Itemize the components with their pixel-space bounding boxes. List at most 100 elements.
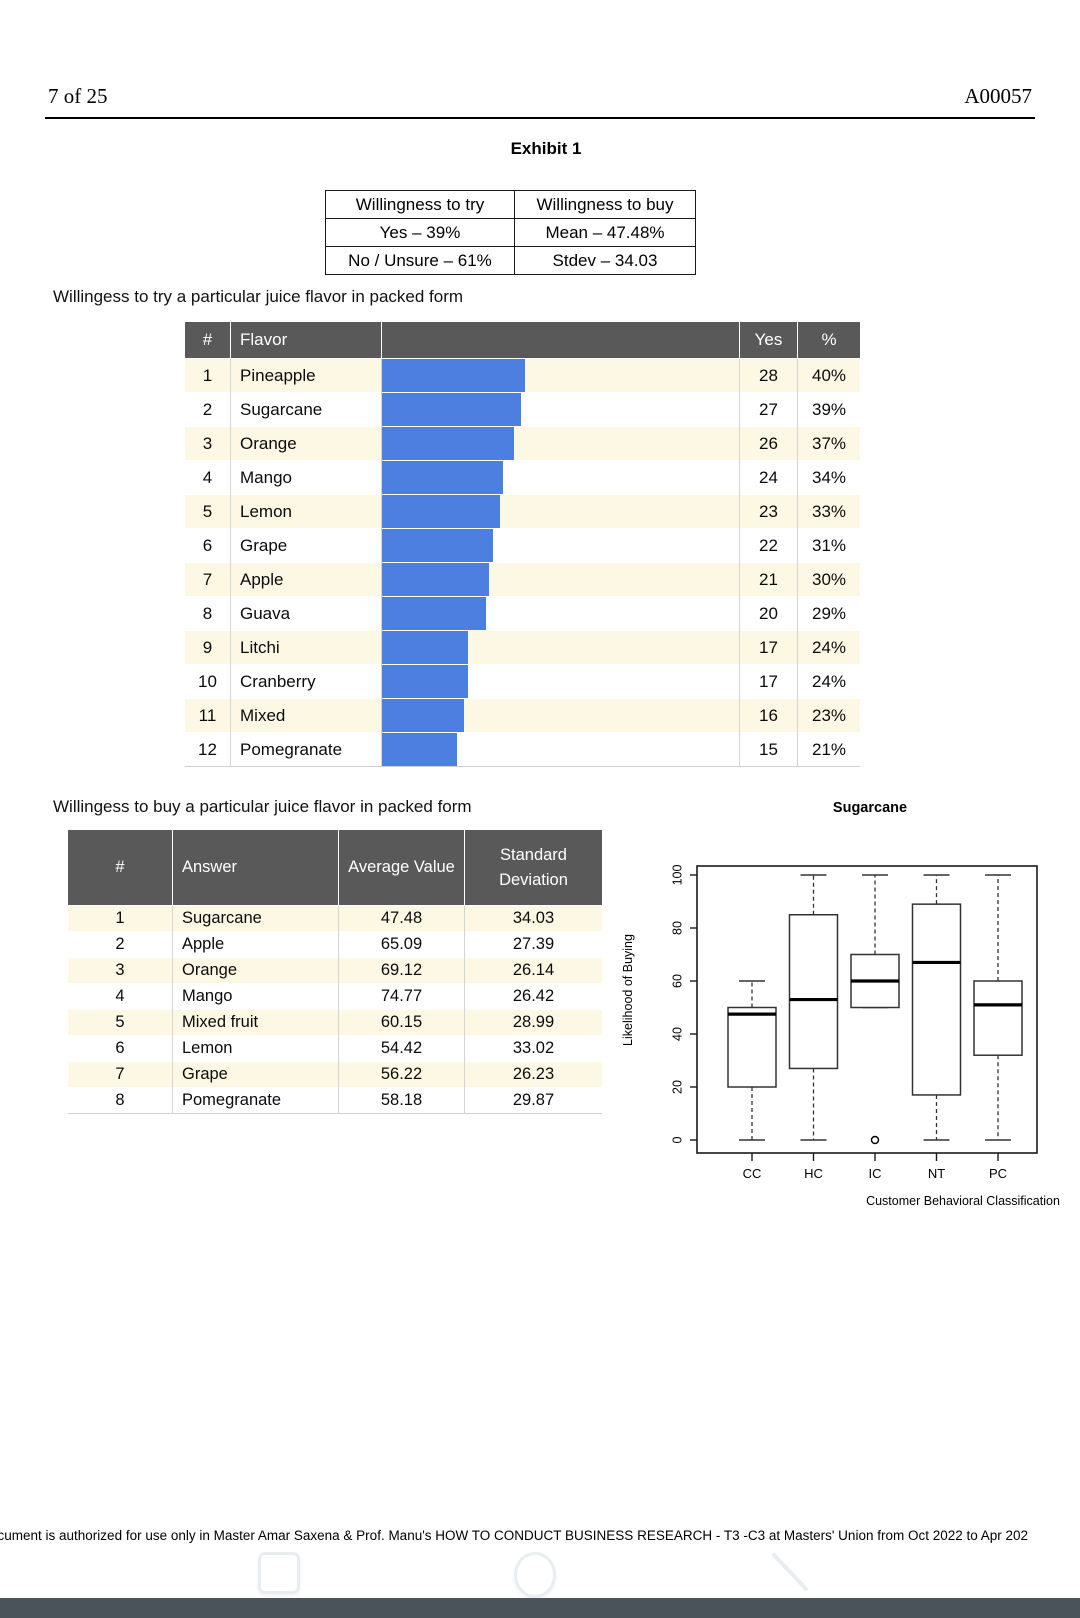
standard-deviation: 33.02 [464,1035,602,1062]
bar-cell [381,732,740,767]
try-table-row: 12 Pomegranate 15 21% [185,732,860,767]
flavor-name: Lemon [230,494,382,529]
bar-cell [381,426,740,461]
y-tick-label: 0 [670,1136,684,1143]
flavor-name: Mixed [230,698,382,733]
bar-cell [381,596,740,631]
try-table-row: 11 Mixed 16 23% [185,698,860,733]
flavor-name: Guava [230,596,382,631]
bar-guava [382,597,486,630]
bar-mango [382,461,504,494]
average-value: 54.42 [338,1035,465,1062]
yes-percent: 37% [797,426,860,461]
bar-cell [381,392,740,427]
average-value: 56.22 [338,1061,465,1088]
bar-orange [382,427,515,460]
average-value: 65.09 [338,931,465,958]
boxplot-svg: Sugarcane 0 20 40 60 80 100 Likelihood of Buyin… [621,800,1060,1208]
buy-table-row: 6 Lemon 54.42 33.02 [68,1035,602,1062]
boxplot-group-HC: HC [788,874,839,1181]
doc-code: A00057 [964,84,1032,108]
try-table-row: 5 Lemon 23 33% [185,494,860,529]
flavor-name: Grape [230,528,382,563]
home-icon[interactable] [514,1552,556,1598]
header-divider [45,117,1035,119]
bar-cell [381,664,740,699]
x-tick-label: PC [989,1166,1007,1181]
bar-pineapple [382,359,525,392]
average-value: 69.12 [338,957,465,984]
buy-table-header-row: # Answer Average Value Standard Deviatio… [68,830,602,906]
try-header-yes: Yes [739,322,798,359]
try-section-heading: Willingess to try a particular juice fla… [53,287,464,306]
summary-table: Willingness to try Willingness to buy Ye… [325,190,696,275]
buy-header-num: # [68,830,173,906]
row-number: 1 [185,358,231,393]
bar-cranberry [382,665,468,698]
buy-header-std: Standard Deviation [464,830,602,906]
bar-sugarcane [382,393,522,426]
yes-count: 28 [739,358,798,393]
try-table-row: 7 Apple 21 30% [185,562,860,597]
boxplot-group-IC: IC [850,874,900,1181]
buy-table-row: 2 Apple 65.09 27.39 [68,931,602,958]
flavor-name: Litchi [230,630,382,665]
flavor-name: Cranberry [230,664,382,699]
boxplot-group-PC: PC [973,874,1023,1181]
yes-percent: 30% [797,562,860,597]
row-number: 9 [185,630,231,665]
row-number: 4 [68,983,173,1010]
document-header: 7 of 25 A00057 [45,84,1035,120]
yes-percent: 23% [797,698,860,733]
buy-table-row: 5 Mixed fruit 60.15 28.99 [68,1009,602,1036]
buy-table: # Answer Average Value Standard Deviatio… [68,830,602,1114]
yes-count: 20 [739,596,798,631]
bar-cell [381,630,740,665]
try-table-row: 2 Sugarcane 27 39% [185,392,860,427]
y-tick-label: 60 [670,974,684,988]
try-header-num: # [185,322,231,359]
row-number: 1 [68,905,173,932]
yes-percent: 24% [797,664,860,699]
row-number: 7 [68,1061,173,1088]
answer-name: Lemon [172,1035,339,1062]
x-tick-label: NT [928,1166,945,1181]
plot-border [696,865,1038,1154]
yes-percent: 31% [797,528,860,563]
bar-cell [381,494,740,529]
row-number: 2 [68,931,173,958]
row-number: 3 [68,957,173,984]
standard-deviation: 34.03 [464,905,602,932]
back-icon[interactable] [770,1552,810,1592]
flavor-name: Mango [230,460,382,495]
bar-grape [382,529,493,562]
flavor-name: Pomegranate [230,732,382,767]
try-header-flavor: Flavor [230,322,382,359]
yes-count: 26 [739,426,798,461]
try-table-row: 10 Cranberry 17 24% [185,664,860,699]
try-table-row: 1 Pineapple 28 40% [185,358,860,393]
bar-pomegranate [382,733,457,766]
row-number: 11 [185,698,231,733]
recents-icon[interactable] [258,1552,300,1594]
standard-deviation: 28.99 [464,1009,602,1036]
yes-count: 24 [739,460,798,495]
summary-row: No / Unsure – 61% Stdev – 34.03 [325,246,696,275]
back-icon-glyph [772,1553,808,1591]
try-table: # Flavor Yes % 1 Pineapple 28 40% 2 Sugarcane… [185,322,860,767]
yes-count: 16 [739,698,798,733]
row-number: 6 [68,1035,173,1062]
bar-cell [381,562,740,597]
row-number: 8 [68,1087,173,1114]
iqr-box [788,914,839,1070]
summary-row: Yes – 39% Mean – 47.48% [325,218,696,247]
buy-table-row: 3 Orange 69.12 26.14 [68,957,602,984]
yes-percent: 40% [797,358,860,393]
summary-head-try: Willingness to try [325,190,515,219]
iqr-box [911,903,962,1096]
try-table-header-row: # Flavor Yes % [185,322,860,359]
buy-table-row: 8 Pomegranate 58.18 29.87 [68,1087,602,1114]
row-number: 12 [185,732,231,767]
boxplot-group-NT: NT [911,874,962,1181]
